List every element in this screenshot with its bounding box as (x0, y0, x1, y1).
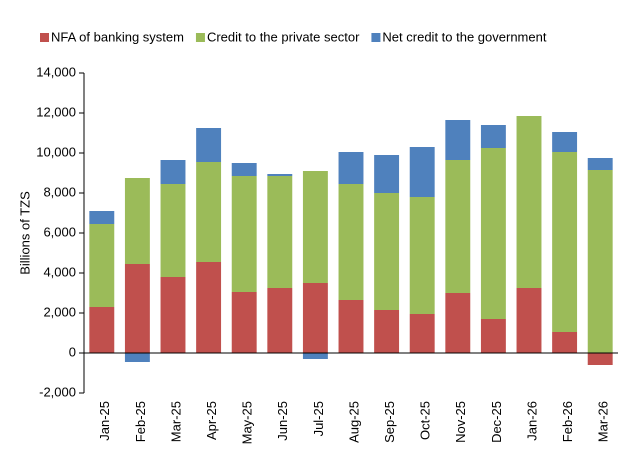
bar-segment (552, 152, 578, 332)
x-tick-label: Feb-26 (560, 401, 575, 442)
bar-segment (552, 132, 578, 152)
bar-segment (587, 353, 613, 365)
y-tick-label: 2,000 (43, 304, 76, 319)
bar-segment (302, 171, 328, 283)
x-tick-label: May-25 (240, 401, 255, 444)
bar-segment (196, 262, 222, 353)
bar-segment (587, 158, 613, 170)
y-tick-label: -2,000 (39, 384, 76, 399)
x-tick-label: Mar-26 (596, 401, 611, 442)
y-tick-label: 8,000 (43, 184, 76, 199)
x-tick-label: Oct-25 (418, 401, 433, 440)
x-tick-label: Jan-26 (524, 401, 539, 441)
bar-segment (267, 174, 293, 176)
legend-label: Credit to the private sector (207, 29, 360, 44)
bar-segment (302, 283, 328, 353)
y-tick-label: 0 (69, 344, 76, 359)
bar-segment (160, 184, 186, 277)
x-tick-label: Dec-25 (489, 401, 504, 443)
bar-segment (124, 178, 150, 264)
bar-segment (231, 163, 257, 176)
bar-segment (89, 307, 115, 353)
y-tick-label: 4,000 (43, 264, 76, 279)
bar-segment (409, 314, 435, 353)
bar-segment (338, 152, 364, 184)
x-tick-label: Nov-25 (453, 401, 468, 443)
bar-segment (409, 197, 435, 314)
bar-segment (374, 193, 400, 310)
bar-segment (160, 160, 186, 184)
x-tick-label: Aug-25 (346, 401, 361, 443)
bar-segment (160, 277, 186, 353)
legend-swatch (371, 33, 381, 42)
bar-segment (587, 170, 613, 353)
bar-segment (231, 176, 257, 292)
bar-segment (480, 319, 506, 353)
legend-swatch (195, 33, 205, 42)
bar-segment (231, 292, 257, 353)
bar-segment (267, 288, 293, 353)
x-tick-label: Feb-25 (133, 401, 148, 442)
legend-label: NFA of banking system (51, 29, 184, 44)
bar-segment (480, 148, 506, 319)
bar-segment (124, 353, 150, 362)
bar-segment (338, 184, 364, 300)
x-tick-label: Jun-25 (275, 401, 290, 441)
bar-segment (374, 310, 400, 353)
bar-segment (124, 264, 150, 353)
bar-segment (409, 147, 435, 197)
bar-segment (516, 116, 542, 288)
x-tick-label: Sep-25 (382, 401, 397, 443)
bar-segment (196, 162, 222, 262)
x-tick-label: Jul-25 (311, 401, 326, 436)
bar-segment (445, 160, 471, 293)
y-tick-label: 14,000 (36, 64, 76, 79)
legend-label: Net credit to the government (382, 29, 546, 44)
bar-segment (89, 224, 115, 307)
bar-segment (374, 155, 400, 193)
bar-segment (267, 176, 293, 288)
bar-segment (302, 353, 328, 359)
legend-swatch (40, 33, 49, 42)
x-tick-label: Jan-25 (97, 401, 112, 441)
bar-segment (445, 293, 471, 353)
bar-segment (516, 288, 542, 353)
bar-segment (89, 211, 115, 224)
y-axis-label: Billions of TZS (17, 191, 32, 275)
bar-segment (552, 332, 578, 353)
bar-segment (445, 120, 471, 160)
y-tick-label: 6,000 (43, 224, 76, 239)
bar-segment (480, 125, 506, 148)
bar-segment (338, 300, 364, 353)
x-tick-label: Mar-25 (168, 401, 183, 442)
y-tick-label: 10,000 (36, 144, 76, 159)
bar-segment (196, 128, 222, 162)
x-tick-label: Apr-25 (204, 401, 219, 440)
y-tick-label: 12,000 (36, 104, 76, 119)
